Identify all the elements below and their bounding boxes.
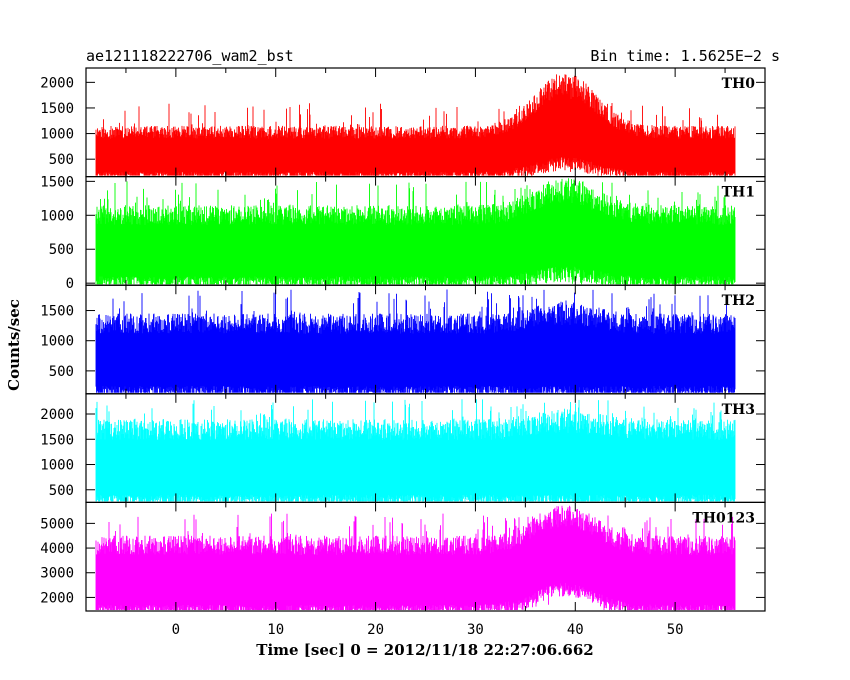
bin-time-label: Bin time: 1.5625E−2 s <box>590 47 780 65</box>
y-tick-label: 0 <box>66 276 74 292</box>
y-tick-label: 500 <box>49 152 74 168</box>
series-th3 <box>95 399 736 502</box>
x-tick-label: 20 <box>367 622 384 638</box>
y-tick-label: 2000 <box>40 590 74 606</box>
y-tick-label: 500 <box>49 483 74 499</box>
series-th1 <box>95 178 736 285</box>
y-tick-label: 1000 <box>40 208 74 224</box>
x-tick-label: 10 <box>267 622 284 638</box>
y-tick-label: 1000 <box>40 458 74 474</box>
panel-label-th0: TH0 <box>722 76 756 92</box>
panel-th0123: 2000 3000 4000 5000 TH0123 <box>40 501 766 612</box>
x-tick-label: 40 <box>567 622 584 638</box>
panel-th1: 0 500 1000 1500 TH1 <box>40 174 766 292</box>
panel-label-th2: TH2 <box>722 293 755 309</box>
panel-label-th3: TH3 <box>722 402 755 418</box>
y-tick-label: 2000 <box>40 407 74 423</box>
series-th2 <box>95 289 736 393</box>
y-tick-label: 2000 <box>40 75 74 91</box>
panel-label-th0123: TH0123 <box>692 510 755 526</box>
x-tick-label: 30 <box>467 622 484 638</box>
y-tick-label: 1000 <box>40 127 74 143</box>
x-tick-label: 50 <box>667 622 684 638</box>
panel-th3: 500 1000 1500 2000 TH3 <box>40 393 766 503</box>
y-tick-label: 1500 <box>40 304 74 320</box>
x-axis-title: Time [sec] 0 = 2012/11/18 22:27:06.662 <box>256 641 593 659</box>
panel-th2: 500 1000 1500 TH2 <box>40 284 766 395</box>
y-tick-label: 1000 <box>40 334 74 350</box>
series-th0123 <box>95 505 736 610</box>
series-th0 <box>95 74 736 176</box>
panel-th0: 500 1000 1500 2000 TH0 <box>40 67 766 178</box>
y-tick-label: 5000 <box>40 516 74 532</box>
y-tick-label: 500 <box>49 242 74 258</box>
y-tick-label: 500 <box>49 364 74 380</box>
y-tick-label: 4000 <box>40 541 74 557</box>
panel-label-th1: TH1 <box>722 185 755 201</box>
x-tick-label: 0 <box>172 622 180 638</box>
y-tick-label: 1500 <box>40 432 74 448</box>
y-tick-label: 3000 <box>40 566 74 582</box>
y-axis-title: Counts/sec <box>5 299 23 391</box>
y-tick-label: 1500 <box>40 101 74 117</box>
y-tick-label: 1500 <box>40 174 74 190</box>
figure-title: ae121118222706_wam2_bst <box>86 47 294 65</box>
